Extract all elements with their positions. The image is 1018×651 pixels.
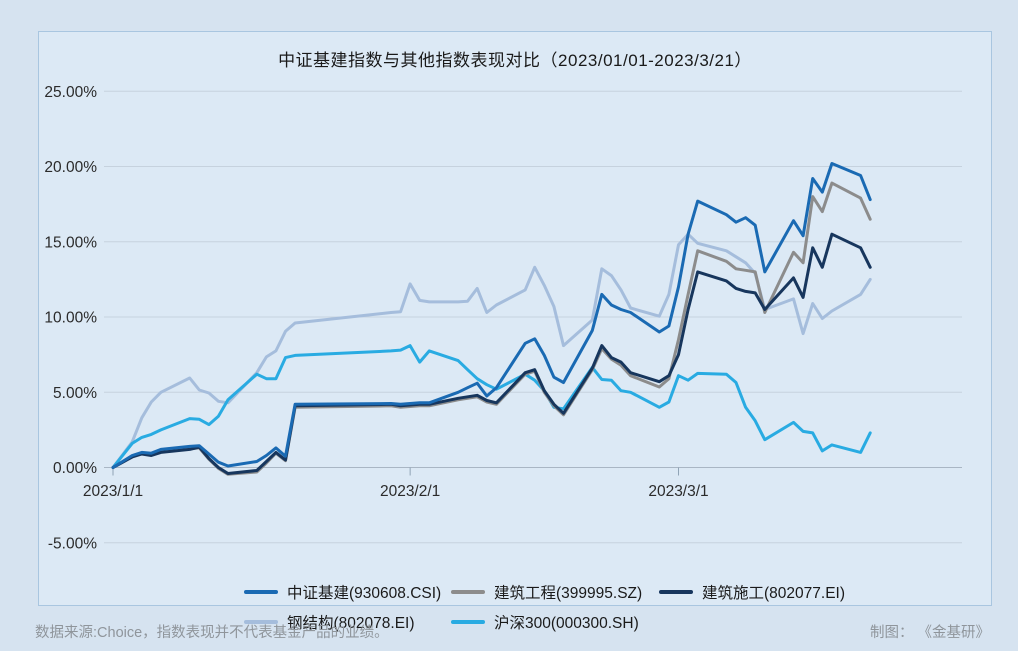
x-axis-label: 2023/3/1 xyxy=(648,483,708,500)
series-line-4 xyxy=(111,344,872,469)
y-axis-label: 0.00% xyxy=(53,460,97,477)
series-line-3 xyxy=(111,232,872,469)
y-axis-label: 15.00% xyxy=(44,234,97,251)
y-axis-label: 20.00% xyxy=(44,159,97,176)
data-source-note: 数据来源:Choice，指数表现并不代表基金产品的业绩。 xyxy=(35,625,389,641)
y-axis-label: 10.00% xyxy=(44,310,97,327)
y-axis-label: -5.00% xyxy=(48,535,97,552)
credit-note: 制图： 《金基研》 xyxy=(869,625,990,641)
series-line-0 xyxy=(111,162,872,469)
x-axis-label: 2023/1/1 xyxy=(83,483,143,500)
x-axis-label: 2023/2/1 xyxy=(380,483,440,500)
chart-panel: 中证基建指数与其他指数表现对比（2023/01/01-2023/3/21） 25… xyxy=(38,31,992,632)
y-axis-label: 5.00% xyxy=(53,385,97,402)
chart-title: 中证基建指数与其他指数表现对比（2023/01/01-2023/3/21） xyxy=(278,51,752,70)
y-axis-label: 25.00% xyxy=(44,84,97,101)
series-line-2 xyxy=(111,232,872,475)
